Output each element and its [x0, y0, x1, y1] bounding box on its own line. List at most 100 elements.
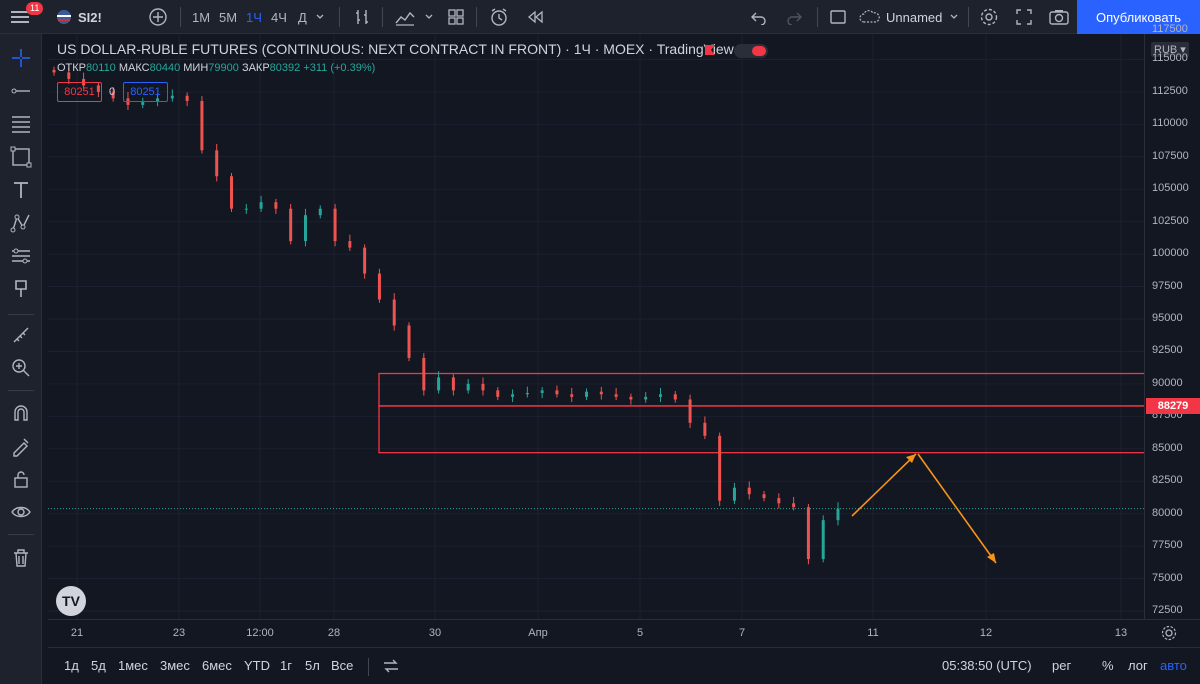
brush-icon[interactable]	[7, 275, 35, 303]
indicators-icon[interactable]	[394, 0, 416, 34]
candle-body	[511, 394, 515, 397]
chart-pane[interactable]: US DOLLAR-RUBLE FUTURES (CONTINUOUS: NEX…	[48, 34, 1144, 619]
price-chart[interactable]	[48, 34, 1144, 619]
magnet-icon[interactable]	[7, 399, 35, 427]
ruler-icon[interactable]	[7, 321, 35, 349]
range-3m[interactable]: 3мес	[160, 658, 190, 673]
candle-body	[200, 100, 204, 151]
horizontal-lines-icon[interactable]	[7, 110, 35, 138]
range-1d[interactable]: 1д	[64, 658, 79, 673]
time-label: 11	[867, 627, 879, 639]
axis-settings-icon[interactable]	[1161, 625, 1177, 641]
price-label: 92500	[1152, 344, 1183, 357]
candle-body	[259, 202, 263, 209]
candle-body	[555, 390, 559, 395]
buy-button[interactable]: 80251	[123, 82, 168, 102]
candle-body	[658, 394, 662, 397]
interval-dropdown-icon[interactable]	[315, 0, 325, 34]
candle-body	[141, 100, 145, 105]
time-label: 28	[327, 627, 341, 639]
chart-legend-title: US DOLLAR-RUBLE FUTURES (CONTINUOUS: NEX…	[57, 41, 734, 57]
interval-5m[interactable]: 5М	[219, 9, 238, 25]
time-label: 23	[172, 627, 186, 639]
currency-selector[interactable]: RUB ▾	[1151, 42, 1189, 57]
interval-1h[interactable]: 1Ч	[246, 9, 262, 25]
time-axis[interactable]: 21 23 12:00 28 30 Апр 5 7 11 12 13	[48, 619, 1200, 647]
clock-display[interactable]: 05:38:50 (UTC)	[942, 658, 1032, 673]
lock-icon[interactable]	[7, 465, 35, 493]
trash-icon[interactable]	[7, 544, 35, 572]
time-label: 7	[738, 627, 746, 639]
candle-body	[777, 498, 781, 504]
symbol-search[interactable]: SI2!	[78, 9, 102, 25]
log-toggle[interactable]: лог	[1128, 658, 1148, 673]
menu-icon[interactable]	[10, 0, 30, 34]
range-ytd[interactable]: YTD	[244, 658, 270, 673]
price-label: 102500	[1152, 214, 1189, 227]
range-all[interactable]: Все	[331, 658, 354, 673]
lock-pencil-icon[interactable]	[7, 432, 35, 460]
percent-toggle[interactable]: %	[1102, 658, 1114, 673]
top-toolbar: 11 SI2! 1М 5М 1Ч 4Ч Д Unnam	[0, 0, 1200, 34]
range-5y[interactable]: 5л	[305, 658, 320, 673]
arrow-head-up	[906, 454, 916, 463]
forecast-icon[interactable]	[7, 242, 35, 270]
indicators-dropdown-icon[interactable]	[424, 0, 434, 34]
scale-mode[interactable]: рег	[1052, 658, 1072, 673]
bar-style-icon[interactable]	[352, 0, 372, 34]
interval-4h[interactable]: 4Ч	[271, 9, 287, 25]
interval-1m[interactable]: 1М	[192, 9, 211, 25]
undo-icon[interactable]	[750, 0, 768, 34]
templates-icon[interactable]	[447, 0, 465, 34]
time-label: 5	[636, 627, 644, 639]
candle-body	[333, 208, 337, 242]
redo-icon[interactable]	[785, 0, 803, 34]
change-value: +311 (+0.39%)	[303, 62, 376, 74]
layout-name[interactable]: Unnamed	[886, 9, 943, 25]
settings-gear-icon[interactable]	[979, 0, 999, 34]
camera-icon[interactable]	[1048, 0, 1070, 34]
candle-body	[303, 215, 307, 242]
flag-marker-icon[interactable]	[704, 44, 716, 56]
replay-icon[interactable]	[526, 0, 544, 34]
time-label: 13	[1114, 627, 1128, 639]
go-to-date-icon[interactable]	[382, 658, 400, 674]
notification-badge: 11	[26, 2, 44, 15]
candle-body	[392, 299, 396, 326]
pattern-icon[interactable]	[7, 209, 35, 237]
candle-body	[437, 377, 441, 391]
sell-button[interactable]: 80251	[57, 82, 102, 102]
text-tool-icon[interactable]	[7, 176, 35, 204]
layout-dropdown-icon[interactable]	[949, 0, 959, 34]
open-label: ОТКР	[57, 62, 87, 74]
crosshair-icon[interactable]	[7, 44, 35, 72]
auto-toggle[interactable]: авто	[1160, 658, 1187, 673]
range-6m[interactable]: 6мес	[202, 658, 232, 673]
fullscreen-layout-icon[interactable]	[829, 0, 847, 34]
close-label: ЗАКР	[241, 62, 270, 74]
live-toggle[interactable]	[734, 44, 768, 58]
publish-button[interactable]: Опубликовать	[1077, 0, 1200, 34]
range-1m[interactable]: 1мес	[118, 658, 148, 673]
candle-body	[466, 383, 470, 391]
add-symbol-icon[interactable]	[148, 0, 168, 34]
candle-body	[673, 394, 677, 400]
range-1y[interactable]: 1г	[280, 658, 292, 673]
rectangle-icon[interactable]	[7, 143, 35, 171]
tradingview-logo[interactable]: TV	[56, 586, 86, 616]
cloud-icon[interactable]	[858, 0, 882, 34]
resistance-zone	[378, 372, 1144, 407]
alert-clock-icon[interactable]	[488, 0, 510, 34]
range-5d[interactable]: 5д	[91, 658, 106, 673]
ohlc-legend: ОТКР80110 МАКС80440 МИН79900 ЗАКР80392 +…	[57, 62, 375, 74]
eye-icon[interactable]	[7, 498, 35, 526]
price-scale[interactable]: RUB ▾ 117500 115000 112500 110000 107500 1050…	[1144, 23, 1200, 619]
candle-body	[525, 392, 529, 395]
fullscreen-icon[interactable]	[1015, 0, 1033, 34]
interval-1d[interactable]: Д	[298, 9, 307, 25]
zoom-in-icon[interactable]	[7, 354, 35, 382]
trend-line-icon[interactable]	[7, 77, 35, 105]
bottom-toolbar: 1д 5д 1мес 3мес 6мес YTD 1г 5л Все 05:38…	[48, 647, 1200, 684]
candle-body	[570, 394, 574, 397]
candle-body	[274, 202, 278, 209]
